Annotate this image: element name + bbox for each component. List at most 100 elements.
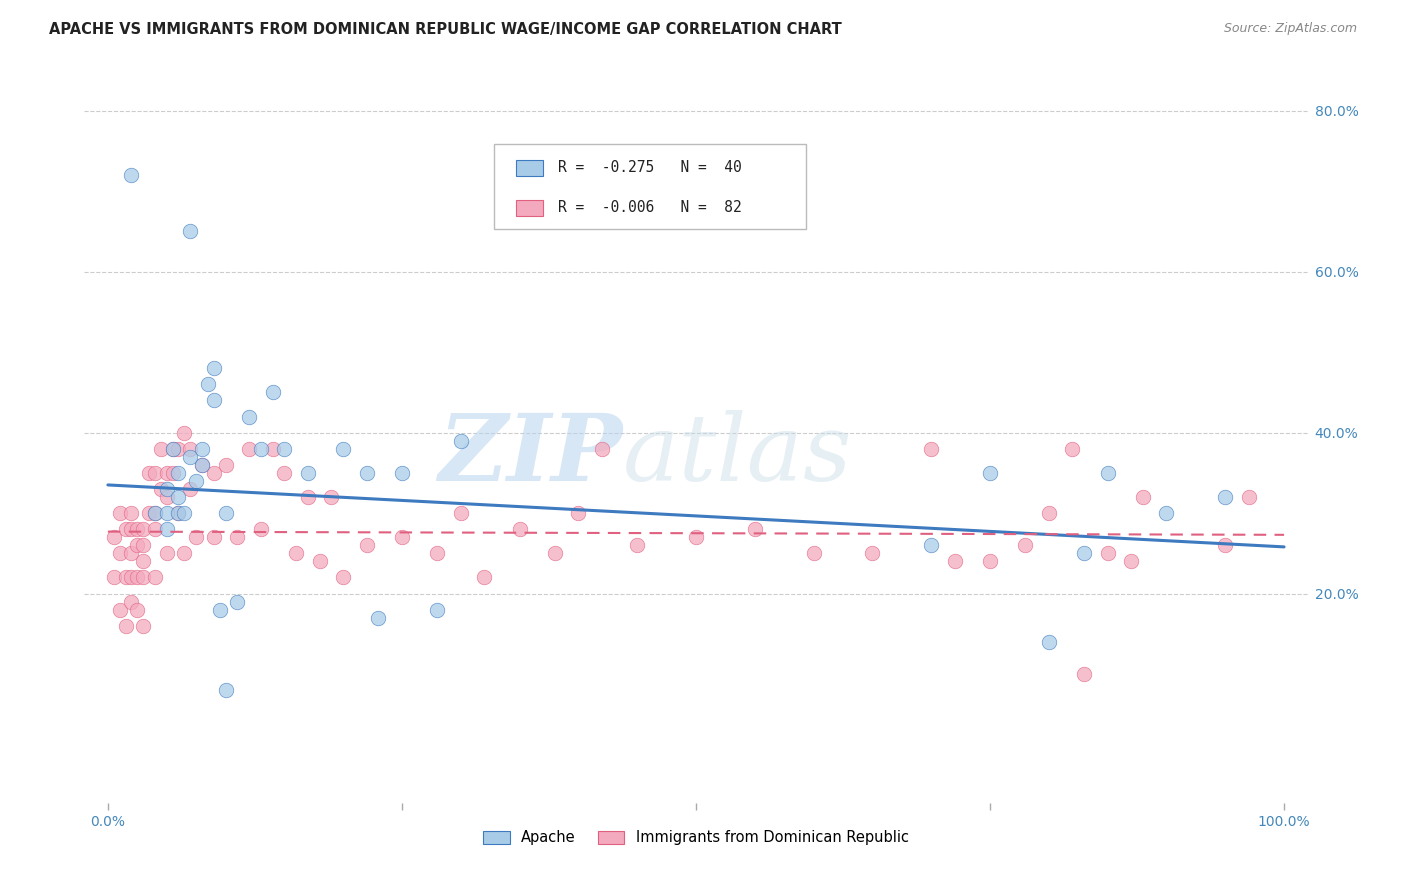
Point <box>1073 546 1095 560</box>
Point <box>132 554 155 568</box>
Point <box>156 482 179 496</box>
Point <box>208 602 231 616</box>
Point <box>1121 554 1143 568</box>
Point <box>803 546 825 560</box>
Point <box>191 458 214 472</box>
Point <box>544 546 567 560</box>
Point <box>156 506 179 520</box>
Point <box>509 522 531 536</box>
Point <box>567 506 589 520</box>
Point <box>127 602 149 616</box>
Point <box>114 522 136 536</box>
Point <box>173 546 195 560</box>
Point <box>167 506 190 520</box>
Point <box>143 522 166 536</box>
Point <box>391 530 413 544</box>
Text: APACHE VS IMMIGRANTS FROM DOMINICAN REPUBLIC WAGE/INCOME GAP CORRELATION CHART: APACHE VS IMMIGRANTS FROM DOMINICAN REPU… <box>49 22 842 37</box>
Point <box>202 530 225 544</box>
Point <box>173 506 195 520</box>
Point <box>450 434 472 448</box>
Point <box>367 610 389 624</box>
Point <box>226 594 249 608</box>
Point <box>297 466 319 480</box>
Point <box>127 522 149 536</box>
Point <box>149 442 172 456</box>
Point <box>450 506 472 520</box>
Point <box>179 482 201 496</box>
Point <box>108 546 131 560</box>
Point <box>1156 506 1178 520</box>
Point <box>1038 506 1060 520</box>
Point <box>162 466 184 480</box>
Point <box>197 377 219 392</box>
Point <box>103 530 125 544</box>
Point <box>472 570 495 584</box>
Point <box>238 409 260 424</box>
Point <box>132 619 155 633</box>
Point <box>127 570 149 584</box>
Point <box>132 538 155 552</box>
Point <box>943 554 966 568</box>
Text: atlas: atlas <box>623 409 852 500</box>
Point <box>249 522 271 536</box>
Point <box>1213 538 1236 552</box>
Point <box>1213 490 1236 504</box>
Point <box>426 546 449 560</box>
Point <box>167 466 190 480</box>
Point <box>120 570 142 584</box>
Point <box>162 442 184 456</box>
Point <box>179 224 201 238</box>
Point <box>249 442 271 456</box>
Point <box>860 546 883 560</box>
Point <box>138 466 160 480</box>
Point <box>143 506 166 520</box>
Point <box>1073 667 1095 681</box>
Point <box>167 442 190 456</box>
Point <box>979 466 1001 480</box>
Point <box>114 619 136 633</box>
Point <box>127 538 149 552</box>
Point <box>591 442 613 456</box>
Point <box>156 466 179 480</box>
Point <box>332 442 354 456</box>
Point <box>191 458 214 472</box>
Point <box>356 538 378 552</box>
Point <box>120 168 142 182</box>
Point <box>202 361 225 376</box>
Point <box>156 490 179 504</box>
Point <box>173 425 195 440</box>
Point <box>132 522 155 536</box>
Point <box>108 602 131 616</box>
Point <box>167 506 190 520</box>
Point <box>214 458 236 472</box>
Legend: Apache, Immigrants from Dominican Republic: Apache, Immigrants from Dominican Republ… <box>478 824 914 851</box>
Point <box>1097 466 1119 480</box>
Point <box>308 554 330 568</box>
Point <box>1014 538 1036 552</box>
Point <box>179 442 201 456</box>
Point <box>332 570 354 584</box>
Point <box>202 393 225 408</box>
Point <box>120 522 142 536</box>
Point <box>214 683 236 698</box>
Point <box>1038 635 1060 649</box>
Point <box>120 594 142 608</box>
Point <box>273 466 295 480</box>
Text: Source: ZipAtlas.com: Source: ZipAtlas.com <box>1223 22 1357 36</box>
Point <box>238 442 260 456</box>
Point <box>1237 490 1260 504</box>
Point <box>138 506 160 520</box>
Point <box>685 530 707 544</box>
Point <box>321 490 343 504</box>
Point <box>103 570 125 584</box>
Point <box>285 546 308 560</box>
Point <box>626 538 648 552</box>
Point <box>273 442 295 456</box>
Point <box>167 490 190 504</box>
Point <box>143 466 166 480</box>
Point <box>262 385 284 400</box>
Point <box>143 506 166 520</box>
Point <box>132 570 155 584</box>
Text: R =  -0.006   N =  82: R = -0.006 N = 82 <box>558 200 741 215</box>
Point <box>114 570 136 584</box>
